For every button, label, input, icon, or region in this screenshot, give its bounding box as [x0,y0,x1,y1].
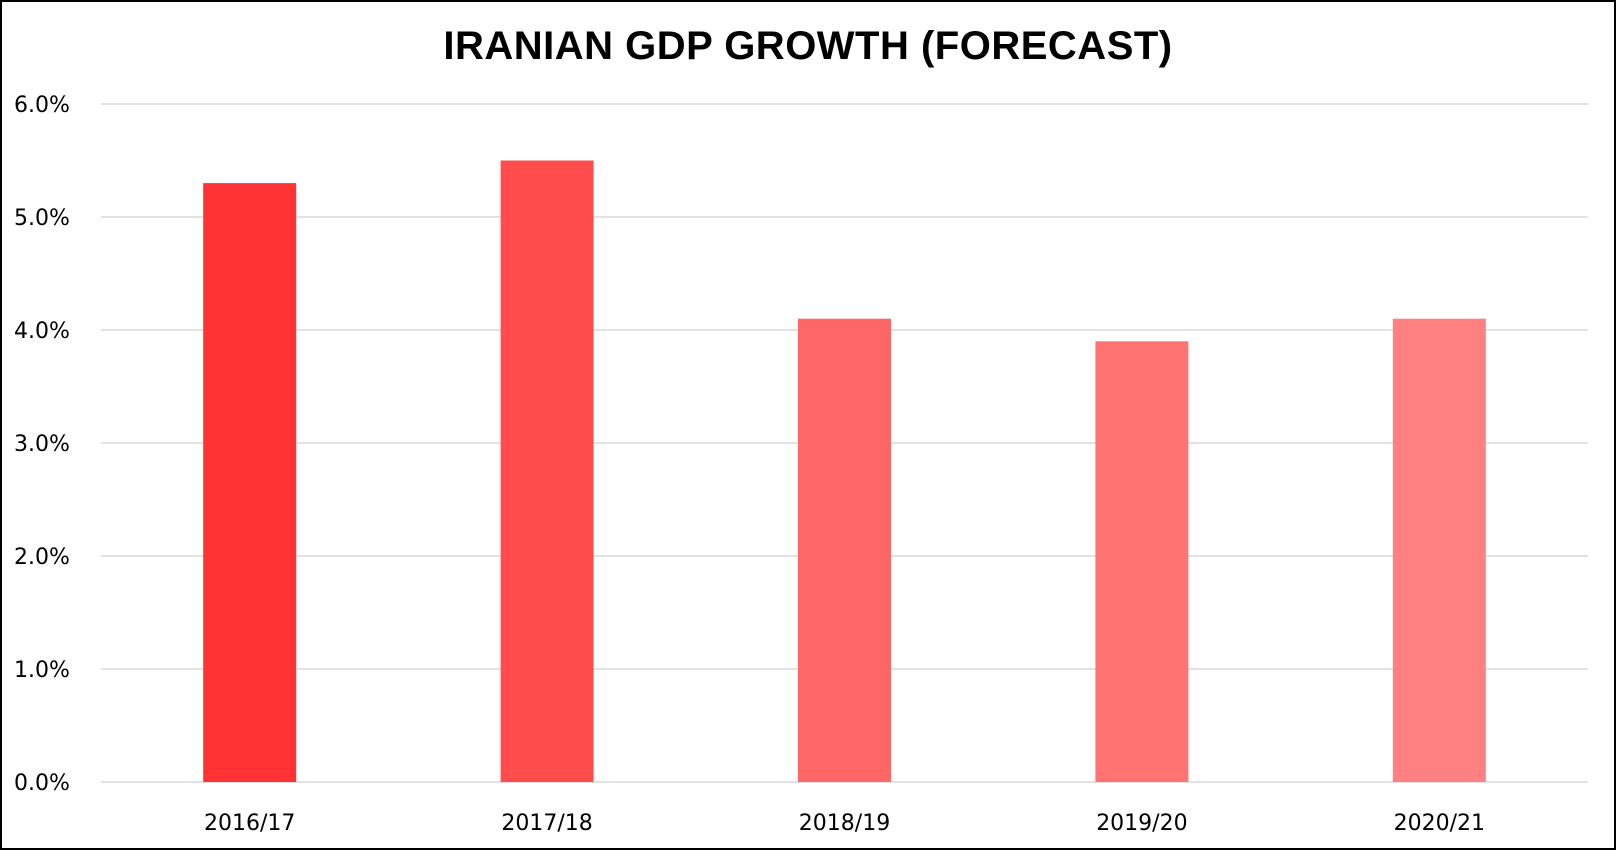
bar-2016-17 [203,183,297,783]
y-tick-label: 6.0% [14,93,70,118]
y-tick-label: 5.0% [14,206,70,231]
y-tick-label: 2.0% [14,545,70,570]
x-tick-label: 2020/21 [1394,811,1485,836]
y-tick-label: 0.0% [14,771,70,796]
y-tick-label: 1.0% [14,658,70,683]
y-tick-label: 3.0% [14,432,70,457]
x-tick-label: 2017/18 [501,811,592,836]
x-tick-label: 2018/19 [799,811,890,836]
chart-title: IRANIAN GDP GROWTH (FORECAST) [443,24,1173,68]
x-tick-label: 2019/20 [1096,811,1187,836]
bar-2018-19 [798,318,891,782]
bar-2019-20 [1095,341,1189,782]
bar-2020-21 [1392,318,1486,782]
x-tick-label: 2016/17 [204,811,295,836]
bar-2017-18 [500,160,594,782]
y-tick-label: 4.0% [14,319,70,344]
